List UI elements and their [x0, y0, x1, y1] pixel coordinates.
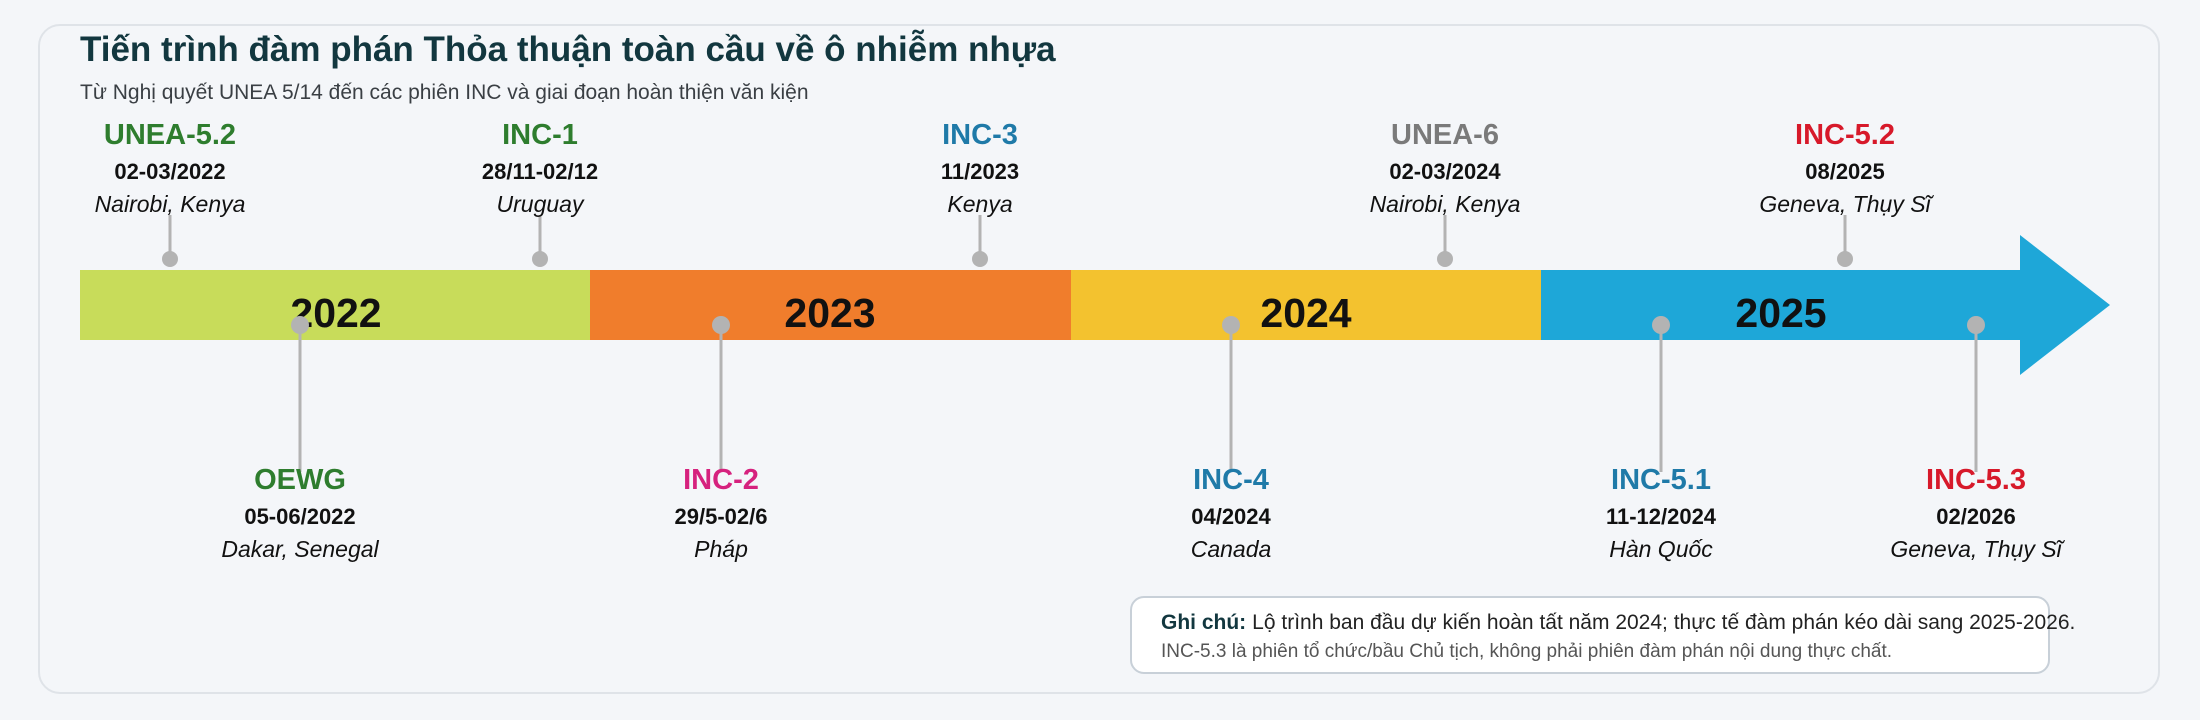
event-place: Nairobi, Kenya — [1369, 191, 1521, 217]
event-place: Geneva, Thụy Sĩ — [1759, 191, 1931, 217]
marker-dot — [1837, 251, 1853, 267]
event-place: Hàn Quốc — [1609, 536, 1713, 562]
event-date: 02/2026 — [1936, 504, 2016, 529]
event-inc-2: INC-2 29/5-02/6 Pháp — [561, 463, 881, 562]
event-date: 11/2023 — [940, 159, 1020, 184]
note-line-2: INC-5.3 là phiên tổ chức/bầu Chủ tịch, k… — [1161, 641, 1893, 662]
event-date: 11-12/2024 — [1605, 504, 1717, 529]
event-date: 04/2024 — [1191, 504, 1271, 529]
event-name: INC-5.3 — [1926, 464, 2026, 496]
event-oewg: OEWG 05-06/2022 Dakar, Senegal — [140, 463, 460, 562]
event-place: Nairobi, Kenya — [94, 191, 246, 217]
note-box: Ghi chú: Lộ trình ban đầu dự kiến hoàn tấ… — [1130, 596, 2075, 674]
year-label-2023: 2023 — [784, 290, 875, 336]
marker-dot — [291, 316, 309, 334]
event-unea-5-2: UNEA-5.2 02-03/2022 Nairobi, Kenya — [10, 118, 330, 217]
marker-dot — [972, 251, 988, 267]
event-inc-4: INC-4 04/2024 Canada — [1071, 463, 1391, 562]
event-date: 08/2025 — [1805, 159, 1885, 184]
marker-dot — [532, 251, 548, 267]
event-date: 02-03/2022 — [114, 159, 226, 184]
event-place: Canada — [1190, 536, 1272, 562]
note-label: Ghi chú: — [1161, 611, 1247, 634]
segment-2023 — [590, 270, 1072, 340]
connectors-below — [291, 316, 1985, 472]
timeline-bar — [80, 235, 2110, 375]
connectors-above — [162, 215, 1853, 267]
page-subtitle: Từ Nghị quyết UNEA 5/14 đến các phiên IN… — [80, 81, 809, 104]
event-inc-5-3: INC-5.3 02/2026 Geneva, Thụy Sĩ — [1816, 463, 2136, 562]
year-label-2025: 2025 — [1735, 290, 1826, 336]
marker-dot — [162, 251, 178, 267]
event-place: Uruguay — [496, 191, 584, 217]
event-name: INC-4 — [1193, 464, 1269, 496]
marker-dot — [1437, 251, 1453, 267]
event-date: 28/11-02/12 — [481, 159, 599, 184]
note-line-1: Lộ trình ban đầu dự kiến hoàn tất năm 20… — [1252, 611, 2076, 634]
event-date: 29/5-02/6 — [674, 504, 768, 529]
event-name: INC-5.2 — [1795, 119, 1895, 151]
marker-dot — [1967, 316, 1985, 334]
segment-2022 — [80, 270, 591, 340]
event-name: OEWG — [254, 464, 346, 496]
year-label-2024: 2024 — [1260, 290, 1351, 336]
timeline-card — [38, 24, 2160, 694]
segment-2024 — [1071, 270, 1542, 340]
event-place: Pháp — [694, 536, 748, 562]
event-name: UNEA-5.2 — [103, 119, 237, 151]
event-inc-3: INC-3 11/2023 Kenya — [820, 118, 1140, 217]
event-name: INC-2 — [683, 464, 759, 496]
event-unea-6: UNEA-6 02-03/2024 Nairobi, Kenya — [1285, 118, 1605, 217]
event-name: INC-5.1 — [1611, 464, 1711, 496]
event-name: INC-3 — [942, 119, 1018, 151]
event-date: 05-06/2022 — [244, 504, 356, 529]
event-place: Kenya — [947, 191, 1013, 217]
marker-dot — [1652, 316, 1670, 334]
event-name: UNEA-6 — [1391, 119, 1499, 151]
event-inc-5-2: INC-5.2 08/2025 Geneva, Thụy Sĩ — [1685, 118, 2005, 217]
event-date: 02-03/2024 — [1389, 159, 1501, 184]
marker-dot — [1222, 316, 1240, 334]
marker-dot — [712, 316, 730, 334]
event-inc-1: INC-1 28/11-02/12 Uruguay — [380, 118, 700, 217]
event-place: Dakar, Senegal — [221, 536, 379, 562]
event-place: Geneva, Thụy Sĩ — [1890, 536, 2062, 562]
event-inc-5-1: INC-5.1 11-12/2024 Hàn Quốc — [1501, 463, 1821, 562]
event-name: INC-1 — [502, 119, 578, 151]
page-title: Tiến trình đàm phán Thỏa thuận toàn cầu … — [80, 30, 1056, 69]
segment-2025-arrow — [1541, 235, 2110, 375]
